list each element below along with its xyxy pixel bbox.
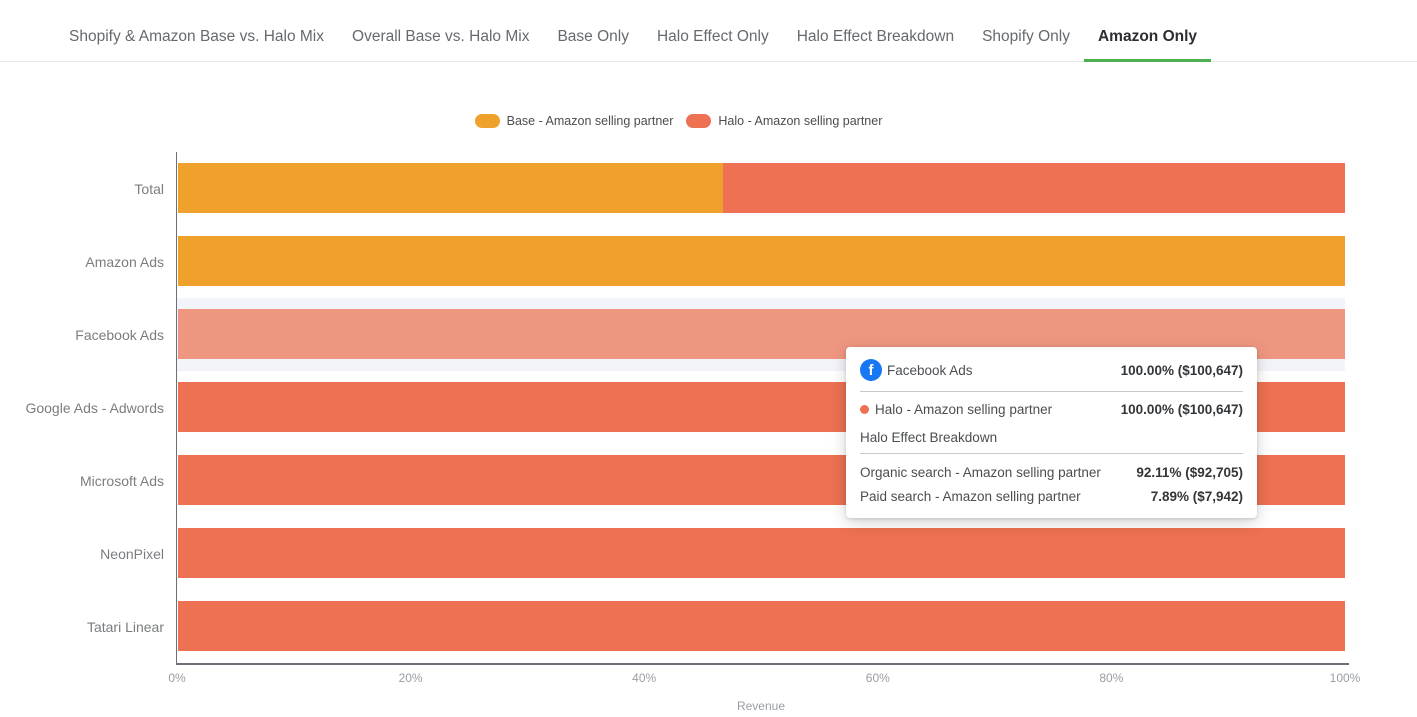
y-axis-line [176, 152, 177, 663]
bar-segment-base-amazon-selling-partner-amazon-ads[interactable] [178, 236, 1345, 286]
tab-overall-base-vs-halo-mix[interactable]: Overall Base vs. Halo Mix [352, 28, 530, 45]
bar-segment-halo-amazon-selling-partner-tatari-linear[interactable] [178, 601, 1345, 651]
tooltip-breakdown-value: 92.11% ($92,705) [1136, 465, 1243, 480]
bar-segment-halo-amazon-selling-partner-total[interactable] [722, 163, 1345, 213]
x-axis-tick-label: 80% [1099, 671, 1124, 685]
y-axis-label-tatari-linear: Tatari Linear [86, 618, 164, 635]
tooltip-divider [860, 391, 1243, 392]
tooltip-breakdown-row: Paid search - Amazon selling partner 7.89… [860, 489, 1243, 504]
tab-shopify-only[interactable]: Shopify Only [982, 28, 1070, 45]
bar-amazon-ads [178, 236, 1345, 286]
tooltip: f Facebook Ads 100.00% ($100,647) Halo -… [846, 347, 1257, 518]
y-axis-label-facebook-ads: Facebook Ads [75, 326, 164, 343]
chart-row-tatari-linear: Tatari Linear [87, 590, 1345, 663]
x-axis-tick-label: 40% [632, 671, 657, 685]
facebook-icon: f [860, 359, 882, 381]
bar-tatari-linear [178, 601, 1345, 651]
tab-halo-effect-only[interactable]: Halo Effect Only [656, 28, 769, 45]
tooltip-section-title: Halo Effect Breakdown [860, 430, 1243, 454]
tooltip-series-row: Halo - Amazon selling partner 100.00% ($… [860, 402, 1243, 417]
tooltip-title: Facebook Ads [887, 362, 973, 378]
x-axis-tick-label: 100% [1329, 671, 1361, 685]
y-axis-label-total: Total [134, 180, 164, 197]
x-axis-tick-label: 60% [865, 671, 890, 685]
bar-neonpixel [178, 528, 1345, 578]
legend-label: Base - Amazon selling partner [506, 114, 674, 128]
tooltip-breakdown: Organic search - Amazon selling partner 9… [860, 465, 1243, 504]
tooltip-breakdown-row: Organic search - Amazon selling partner 9… [860, 465, 1243, 480]
tooltip-title-value: 100.00% ($100,647) [1120, 362, 1243, 378]
chart-row-total: Total [134, 152, 1345, 225]
bar-segment-halo-amazon-selling-partner-neonpixel[interactable] [178, 528, 1345, 578]
chart-row-amazon-ads: Amazon Ads [85, 225, 1345, 298]
legend-swatch-icon [686, 114, 712, 128]
x-axis-tick-label: 20% [398, 671, 423, 685]
tooltip-breakdown-label: Paid search - Amazon selling partner [860, 489, 1081, 504]
bar-segment-base-amazon-selling-partner-total[interactable] [178, 163, 723, 213]
legend-swatch-icon [474, 114, 500, 128]
y-axis-label-amazon-ads: Amazon Ads [85, 253, 164, 270]
halo-series-dot-icon [860, 405, 869, 414]
tooltip-series-value: 100.00% ($100,647) [1120, 402, 1243, 417]
y-axis-label-google-ads-adwords: Google Ads - Adwords [25, 399, 164, 416]
tab-bar: Shopify & Amazon Base vs. Halo Mix Overal… [0, 0, 1417, 62]
tooltip-series-label: Halo - Amazon selling partner [875, 402, 1053, 417]
tooltip-breakdown-label: Organic search - Amazon selling partner [860, 465, 1101, 480]
chart-row-neonpixel: NeonPixel [100, 517, 1345, 590]
x-axis-tick-label: 0% [168, 671, 186, 685]
bar-total [178, 163, 1345, 213]
legend-label: Halo - Amazon selling partner [718, 114, 883, 128]
tab-amazon-only[interactable]: Amazon Only [1083, 13, 1212, 62]
legend-item-halo-amazon-selling-partner[interactable]: Halo - Amazon selling partner [686, 114, 882, 128]
y-axis-label-neonpixel: NeonPixel [100, 545, 164, 562]
chart-legend: Base - Amazon selling partner Halo - Amaz… [0, 114, 1357, 128]
tooltip-header: f Facebook Ads 100.00% ($100,647) [860, 359, 1243, 381]
x-axis-ticks: 0% 20% 40% 60% 80% 100% [168, 671, 1360, 687]
y-axis-label-microsoft-ads: Microsoft Ads [79, 472, 164, 489]
tab-base-only[interactable]: Base Only [557, 28, 629, 45]
tooltip-breakdown-value: 7.89% ($7,942) [1150, 489, 1243, 504]
legend-item-base-amazon-selling-partner[interactable]: Base - Amazon selling partner [474, 114, 674, 128]
x-axis-line [176, 663, 1349, 665]
tab-halo-effect-breakdown[interactable]: Halo Effect Breakdown [796, 28, 955, 45]
tab-shopify-amazon-base-vs-halo-mix[interactable]: Shopify & Amazon Base vs. Halo Mix [69, 28, 325, 45]
x-axis-title: Revenue [736, 699, 786, 713]
